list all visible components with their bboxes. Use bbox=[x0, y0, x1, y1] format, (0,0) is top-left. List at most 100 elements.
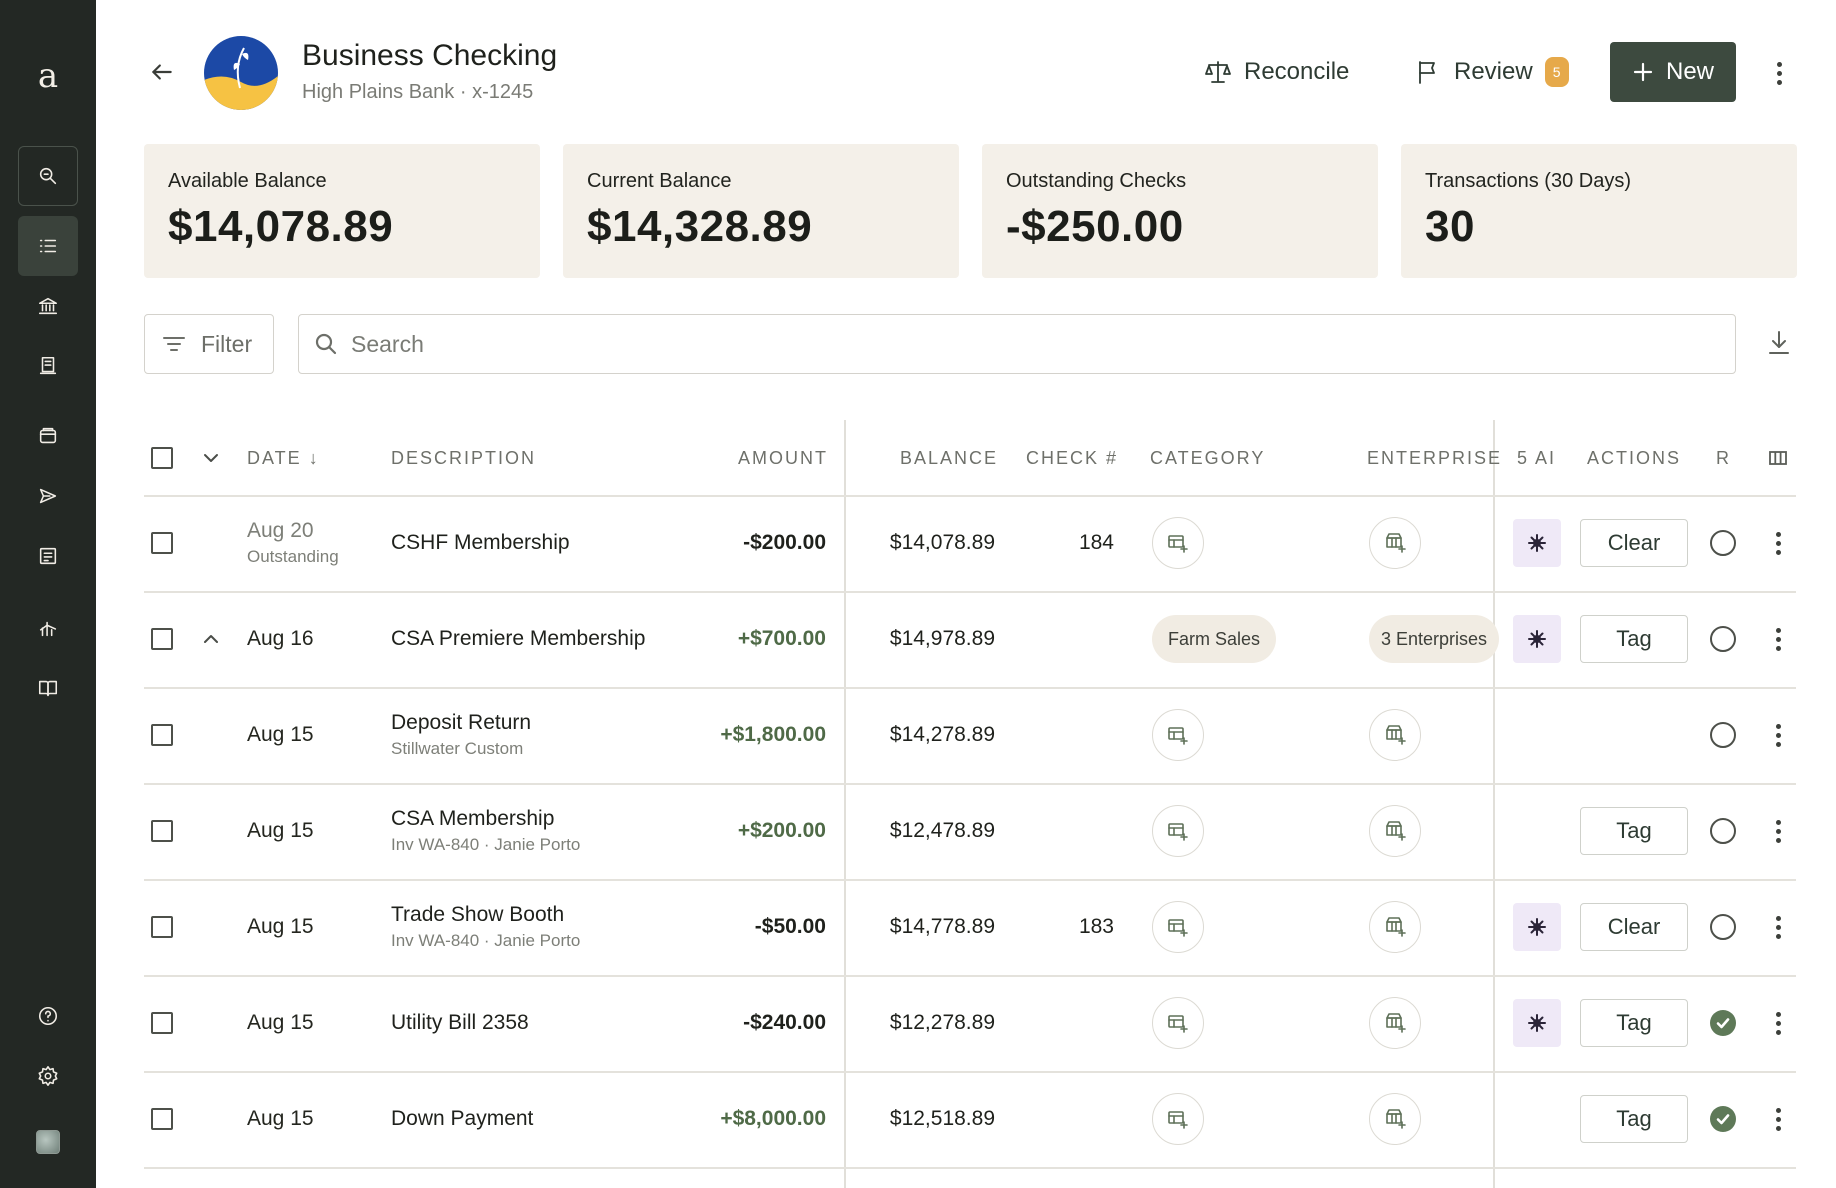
row-more-options-icon[interactable] bbox=[1768, 1008, 1788, 1038]
sidebar-item-search[interactable] bbox=[18, 146, 78, 206]
account-subtitle: High Plains Bank · x-1245 bbox=[302, 81, 534, 103]
sidebar-item-reports[interactable] bbox=[18, 598, 78, 658]
row-divider bbox=[144, 1167, 1796, 1169]
row-description: Down Payment bbox=[391, 1107, 534, 1130]
row-balance: $12,278.89 bbox=[889, 1011, 995, 1034]
sidebar: a bbox=[0, 0, 96, 1188]
enterprise-tag[interactable]: 3 Enterprises bbox=[1369, 615, 1500, 663]
row-action-button[interactable]: Tag bbox=[1580, 1095, 1688, 1143]
row-checkbox[interactable] bbox=[151, 1012, 173, 1034]
select-all-checkbox[interactable] bbox=[151, 447, 173, 469]
row-checkbox[interactable] bbox=[151, 820, 173, 842]
chevron-up-icon bbox=[204, 635, 218, 643]
flag-icon bbox=[1419, 61, 1435, 84]
add-category-button[interactable] bbox=[1152, 805, 1204, 857]
arrow-left-icon bbox=[152, 64, 172, 80]
add-category-button[interactable] bbox=[1152, 517, 1204, 569]
row-description: CSHF Membership bbox=[391, 531, 570, 554]
row-description-sub: Inv WA-840 · Janie Porto bbox=[391, 931, 581, 950]
reconcile-button[interactable]: Reconcile bbox=[1204, 48, 1349, 96]
ai-suggest-button[interactable] bbox=[1513, 519, 1561, 567]
reconcile-toggle[interactable] bbox=[1710, 914, 1736, 940]
add-enterprise-button[interactable] bbox=[1369, 997, 1421, 1049]
add-enterprise-icon bbox=[1386, 917, 1406, 937]
reconcile-toggle[interactable] bbox=[1710, 626, 1736, 652]
row-amount: -$50.00 bbox=[754, 915, 826, 938]
add-category-button[interactable] bbox=[1152, 997, 1204, 1049]
reconcile-toggle[interactable] bbox=[1710, 722, 1736, 748]
column-header-description[interactable]: DESCRIPTION bbox=[391, 448, 537, 468]
ai-suggest-button[interactable] bbox=[1513, 999, 1561, 1047]
add-enterprise-button[interactable] bbox=[1369, 517, 1421, 569]
row-action-button[interactable]: Tag bbox=[1580, 615, 1688, 663]
sidebar-item-receipts[interactable] bbox=[18, 336, 78, 396]
column-header-ai[interactable]: 5 AI bbox=[1517, 448, 1557, 468]
add-category-button[interactable] bbox=[1152, 901, 1204, 953]
column-header-date[interactable]: DATE ↓ bbox=[247, 446, 320, 470]
ai-suggest-button[interactable] bbox=[1513, 615, 1561, 663]
add-category-button[interactable] bbox=[1152, 1093, 1204, 1145]
reconcile-toggle[interactable] bbox=[1710, 818, 1736, 844]
reconciled-check-icon[interactable] bbox=[1710, 1106, 1736, 1132]
search-icon bbox=[39, 167, 57, 185]
add-enterprise-button[interactable] bbox=[1369, 709, 1421, 761]
search-input[interactable] bbox=[351, 330, 1651, 358]
row-action-button[interactable]: Tag bbox=[1580, 999, 1688, 1047]
sidebar-item-help[interactable] bbox=[18, 986, 78, 1046]
avatar[interactable] bbox=[36, 1130, 60, 1154]
row-check-number: 183 bbox=[1078, 915, 1114, 938]
row-more-options-icon[interactable] bbox=[1768, 912, 1788, 942]
columns-icon[interactable] bbox=[1768, 448, 1788, 468]
row-description: Trade Show Booth bbox=[391, 903, 565, 926]
row-checkbox[interactable] bbox=[151, 724, 173, 746]
back-button[interactable] bbox=[146, 56, 178, 88]
row-more-options-icon[interactable] bbox=[1768, 816, 1788, 846]
row-checkbox[interactable] bbox=[151, 916, 173, 938]
more-options-icon[interactable] bbox=[1769, 58, 1789, 88]
row-more-options-icon[interactable] bbox=[1768, 624, 1788, 654]
column-header-category[interactable]: CATEGORY bbox=[1150, 448, 1266, 468]
row-balance: $12,478.89 bbox=[889, 819, 995, 842]
expand-all-button[interactable] bbox=[200, 447, 222, 469]
row-more-options-icon[interactable] bbox=[1768, 720, 1788, 750]
column-header-check[interactable]: CHECK # bbox=[1026, 448, 1119, 468]
row-checkbox[interactable] bbox=[151, 1108, 173, 1130]
row-more-options-icon[interactable] bbox=[1768, 1104, 1788, 1134]
sidebar-item-ledger[interactable] bbox=[18, 658, 78, 718]
sidebar-item-send[interactable] bbox=[18, 466, 78, 526]
card-value: $14,078.89 bbox=[168, 202, 394, 251]
sidebar-item-wallet[interactable] bbox=[18, 406, 78, 466]
row-action-button[interactable]: Clear bbox=[1580, 519, 1688, 567]
reconcile-toggle[interactable] bbox=[1710, 530, 1736, 556]
collapse-row-button[interactable] bbox=[200, 628, 222, 650]
column-header-balance[interactable]: BALANCE bbox=[900, 448, 999, 468]
row-balance: $14,978.89 bbox=[889, 627, 995, 650]
sidebar-item-settings[interactable] bbox=[18, 1046, 78, 1106]
row-divider bbox=[144, 687, 1796, 689]
row-date: Aug 15 bbox=[247, 915, 314, 938]
app-logo[interactable]: a bbox=[37, 56, 59, 96]
column-header-enterprise[interactable]: ENTERPRISE bbox=[1367, 448, 1503, 468]
add-enterprise-button[interactable] bbox=[1369, 901, 1421, 953]
sidebar-item-banking[interactable] bbox=[18, 276, 78, 336]
new-button[interactable]: New bbox=[1610, 42, 1736, 102]
sidebar-item-invoices[interactable] bbox=[18, 526, 78, 586]
column-header-amount[interactable]: AMOUNT bbox=[738, 448, 828, 468]
sidebar-item-transactions[interactable] bbox=[18, 216, 78, 276]
add-category-button[interactable] bbox=[1152, 709, 1204, 761]
category-tag[interactable]: Farm Sales bbox=[1152, 615, 1277, 663]
row-checkbox[interactable] bbox=[151, 532, 173, 554]
review-button[interactable]: Review 5 bbox=[1414, 48, 1569, 96]
row-action-button[interactable]: Tag bbox=[1580, 807, 1688, 855]
row-checkbox[interactable] bbox=[151, 628, 173, 650]
row-date: Aug 16 bbox=[247, 627, 314, 650]
download-button[interactable] bbox=[1764, 328, 1794, 358]
reconciled-check-icon[interactable] bbox=[1710, 1010, 1736, 1036]
card-label: Available Balance bbox=[168, 170, 327, 192]
row-more-options-icon[interactable] bbox=[1768, 528, 1788, 558]
add-enterprise-button[interactable] bbox=[1369, 805, 1421, 857]
filter-button[interactable]: Filter bbox=[144, 314, 274, 374]
ai-suggest-button[interactable] bbox=[1513, 903, 1561, 951]
add-enterprise-button[interactable] bbox=[1369, 1093, 1421, 1145]
row-action-button[interactable]: Clear bbox=[1580, 903, 1688, 951]
